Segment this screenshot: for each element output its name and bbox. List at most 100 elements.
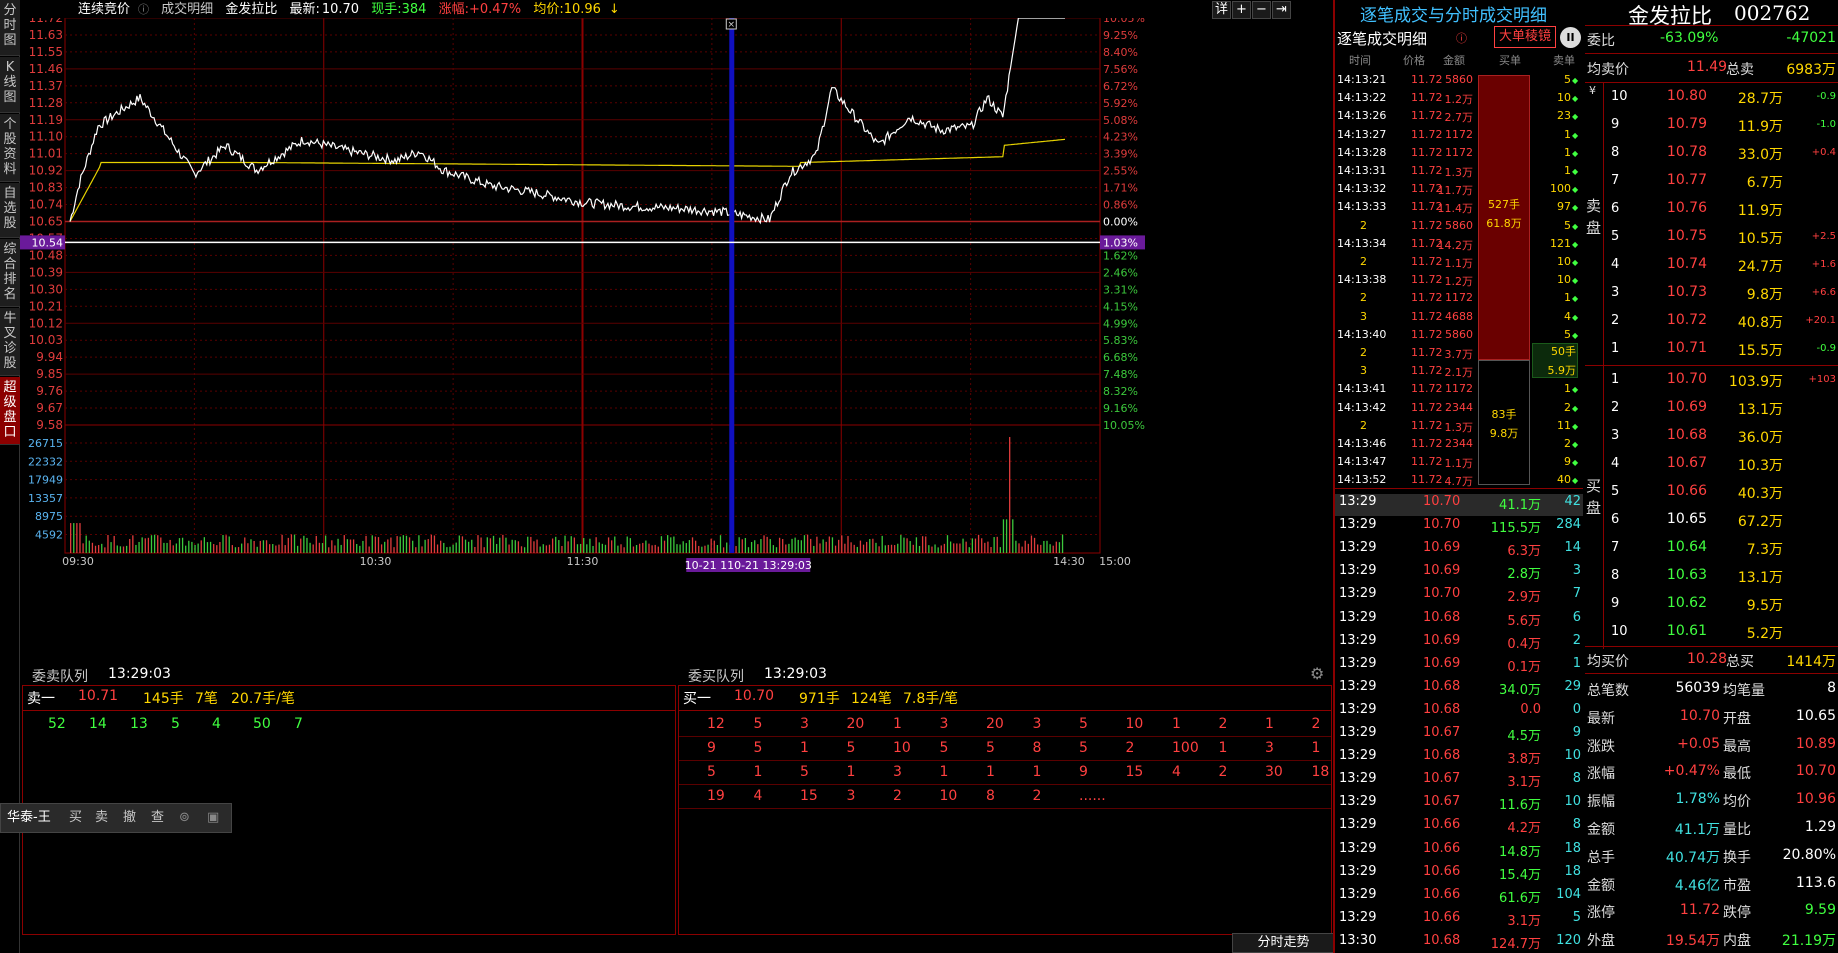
tab-watchlist[interactable]: 自选股 <box>0 183 20 238</box>
trade-row[interactable]: 2 11.72 1172 1 ◆ <box>1335 291 1583 309</box>
tick-row[interactable]: 13:29 10.70 115.5万 284 <box>1335 517 1583 539</box>
tick-row[interactable]: 13:29 10.70 2.9万 7 <box>1335 586 1583 608</box>
ask-row[interactable]: 8 10.78 33.0万 +0.4 <box>1585 140 1838 168</box>
trade-row[interactable]: 14:13:40 11.72 5860 5 ◆ <box>1335 328 1583 346</box>
trade-row[interactable]: 14:13:27 11.72 1172 1 ◆ <box>1335 128 1583 146</box>
stat-value: 40.74万 <box>1665 849 1720 866</box>
close-icon[interactable] <box>725 18 737 30</box>
pct-tick: 5.83% <box>1103 334 1138 347</box>
bid-row[interactable]: 1 10.70 103.9万 +103 <box>1585 367 1838 395</box>
trade-row[interactable]: 14:13:32 11.72 11.7万 100 ◆ <box>1335 182 1583 200</box>
bid-queue-item: 1 <box>1218 740 1228 756</box>
tab-timeshare[interactable]: 分时图 <box>0 0 20 56</box>
bid-row[interactable]: 7 10.64 7.3万 <box>1585 535 1838 563</box>
trade-row[interactable]: 14:13:38 11.72 1.2万 10 ◆ <box>1335 273 1583 291</box>
trade-row[interactable]: 14:13:31 11.72 1.3万 1 ◆ <box>1335 164 1583 182</box>
timeshare-chart[interactable]: 11.72 10.05% 11.63 9.25% 11.55 8.40% 11.46 7.56… <box>20 18 1335 668</box>
tab-kline[interactable]: K线图 <box>0 57 20 113</box>
tick-amount: 3.8万 <box>1507 752 1541 768</box>
ask-row[interactable]: 10 10.80 28.7万 -0.9 <box>1585 84 1838 112</box>
tick-row[interactable]: 13:29 10.67 11.6万 10 <box>1335 794 1583 816</box>
bid-row[interactable]: 5 10.66 40.3万 <box>1585 479 1838 507</box>
trade-row[interactable]: 14:13:28 11.72 1172 1 ◆ <box>1335 146 1583 164</box>
ask-queue-item: 50 <box>253 716 271 732</box>
volume-bar <box>430 534 432 553</box>
volume-bar <box>396 536 398 553</box>
trade-row[interactable]: 2 11.72 1.3万 11 ◆ <box>1335 419 1583 437</box>
price-line[interactable] <box>69 18 1065 225</box>
trade-row[interactable]: 2 11.72 1.1万 10 ◆ <box>1335 255 1583 273</box>
tab-super-panel[interactable]: 超级盘口 <box>0 377 20 445</box>
tick-row[interactable]: 13:29 10.69 2.8万 3 <box>1335 563 1583 585</box>
tick-row[interactable]: 13:29 10.66 14.8万 18 <box>1335 841 1583 863</box>
tab-diagnosis[interactable]: 牛叉诊股 <box>0 308 20 376</box>
tick-row[interactable]: 13:29 10.66 3.1万 5 <box>1335 910 1583 932</box>
tab-stock-profile[interactable]: 个股资料 <box>0 114 20 182</box>
volume-bar <box>483 547 485 553</box>
trade-row[interactable]: 14:13:22 11.72 1.2万 10 ◆ <box>1335 91 1583 109</box>
trade-row[interactable]: 14:13:26 11.72 2.7万 23 ◆ <box>1335 109 1583 127</box>
ask-row[interactable]: 3 10.73 9.8万 +6.6 <box>1585 280 1838 308</box>
broker-label[interactable]: 华泰-王 <box>7 810 51 825</box>
tab-ranking[interactable]: 综合排名 <box>0 239 20 307</box>
trade-row[interactable]: 14:13:46 11.72 2344 2 ◆ <box>1335 437 1583 455</box>
trade-row[interactable]: 3 11.72 4688 4 ◆ <box>1335 310 1583 328</box>
bid-row[interactable]: 8 10.63 13.1万 <box>1585 563 1838 591</box>
trade-row[interactable]: 14:13:41 11.72 1172 1 ◆ <box>1335 382 1583 400</box>
ask-row[interactable]: 2 10.72 40.8万 +20.1 <box>1585 308 1838 336</box>
tick-row[interactable]: 13:29 10.66 4.2万 8 <box>1335 817 1583 839</box>
tab-timeshare-trend[interactable]: 分时走势 <box>1232 933 1335 953</box>
info-icon[interactable]: ⓘ <box>1456 32 1467 45</box>
bid-row[interactable]: 9 10.62 9.5万 <box>1585 591 1838 619</box>
tick-row[interactable]: 13:29 10.69 0.1万 1 <box>1335 656 1583 678</box>
trade-row[interactable]: 2 11.72 5860 5 ◆ <box>1335 219 1583 237</box>
bid-row[interactable]: 3 10.68 36.0万 <box>1585 423 1838 451</box>
trade-row[interactable]: 14:13:21 11.72 5860 5 ◆ <box>1335 73 1583 91</box>
cancel-button[interactable]: 撤 <box>123 810 137 825</box>
go-end-button[interactable]: ⇥ <box>1272 1 1291 19</box>
buy-button[interactable]: 买 <box>69 810 83 825</box>
tick-row[interactable]: 13:29 10.70 41.1万 42 <box>1335 494 1583 516</box>
query-button[interactable]: 查 <box>151 810 165 825</box>
tick-row[interactable]: 13:29 10.69 0.4万 2 <box>1335 633 1583 655</box>
sell-button[interactable]: 卖 <box>95 810 109 825</box>
detail-button[interactable]: 详 <box>1212 1 1231 19</box>
tick-row[interactable]: 13:29 10.69 6.3万 14 <box>1335 540 1583 562</box>
detail-link[interactable]: 成交明细 <box>161 2 214 17</box>
bid-row[interactable]: 10 10.61 5.2万 <box>1585 619 1838 647</box>
ask-row[interactable]: 9 10.79 11.9万 -1.0 <box>1585 112 1838 140</box>
ask-row[interactable]: 5 10.75 10.5万 +2.5 <box>1585 224 1838 252</box>
tick-row[interactable]: 13:29 10.66 61.6万 104 <box>1335 887 1583 909</box>
trade-row[interactable]: 14:13:52 11.72 4.7万 40 ◆ <box>1335 473 1583 491</box>
zoom-out-button[interactable]: − <box>1252 1 1271 19</box>
tick-row[interactable]: 13:29 10.68 0.0 0 <box>1335 702 1583 724</box>
ask-row[interactable]: 4 10.74 24.7万 +1.6 <box>1585 252 1838 280</box>
settings-icon[interactable]: ⊚ <box>179 810 190 825</box>
volume-bar <box>760 539 762 553</box>
ask-row[interactable]: 7 10.77 6.7万 <box>1585 168 1838 196</box>
tick-row[interactable]: 13:30 10.68 124.7万 120 <box>1335 933 1583 953</box>
tick-row[interactable]: 13:29 10.67 3.1万 8 <box>1335 771 1583 793</box>
trade-row[interactable]: 14:13:34 11.72 14.2万 121 ◆ <box>1335 237 1583 255</box>
bid-row[interactable]: 6 10.65 67.2万 <box>1585 507 1838 535</box>
big-order-prism-button[interactable]: 大单稜镜 <box>1494 26 1556 48</box>
zoom-in-button[interactable]: + <box>1232 1 1251 19</box>
tick-row[interactable]: 13:29 10.68 3.8万 10 <box>1335 748 1583 770</box>
tick-row[interactable]: 13:29 10.67 4.5万 9 <box>1335 725 1583 747</box>
bid-row[interactable]: 2 10.69 13.1万 <box>1585 395 1838 423</box>
trade-row[interactable]: 14:13:33 11.72 11.4万 97 ◆ <box>1335 200 1583 218</box>
trade-row[interactable]: 14:13:42 11.72 2344 2 ◆ <box>1335 401 1583 419</box>
tick-row[interactable]: 13:29 10.68 34.0万 29 <box>1335 679 1583 701</box>
pause-icon[interactable]: II <box>1560 27 1581 48</box>
tick-row[interactable]: 13:29 10.66 15.4万 18 <box>1335 864 1583 886</box>
gear-icon[interactable]: ⚙ <box>1310 664 1325 683</box>
bid-row[interactable]: 4 10.67 10.3万 <box>1585 451 1838 479</box>
window-icon[interactable]: ▣ <box>207 810 220 825</box>
ask-row[interactable]: 6 10.76 11.9万 <box>1585 196 1838 224</box>
ask-row[interactable]: 1 10.71 15.5万 -0.9 <box>1585 336 1838 364</box>
trade-row[interactable]: 14:13:47 11.72 1.1万 9 ◆ <box>1335 455 1583 473</box>
volume-bar <box>262 540 265 553</box>
book-change: +103 <box>1808 374 1836 385</box>
volume-bar <box>648 543 650 553</box>
tick-row[interactable]: 13:29 10.68 5.6万 6 <box>1335 610 1583 632</box>
